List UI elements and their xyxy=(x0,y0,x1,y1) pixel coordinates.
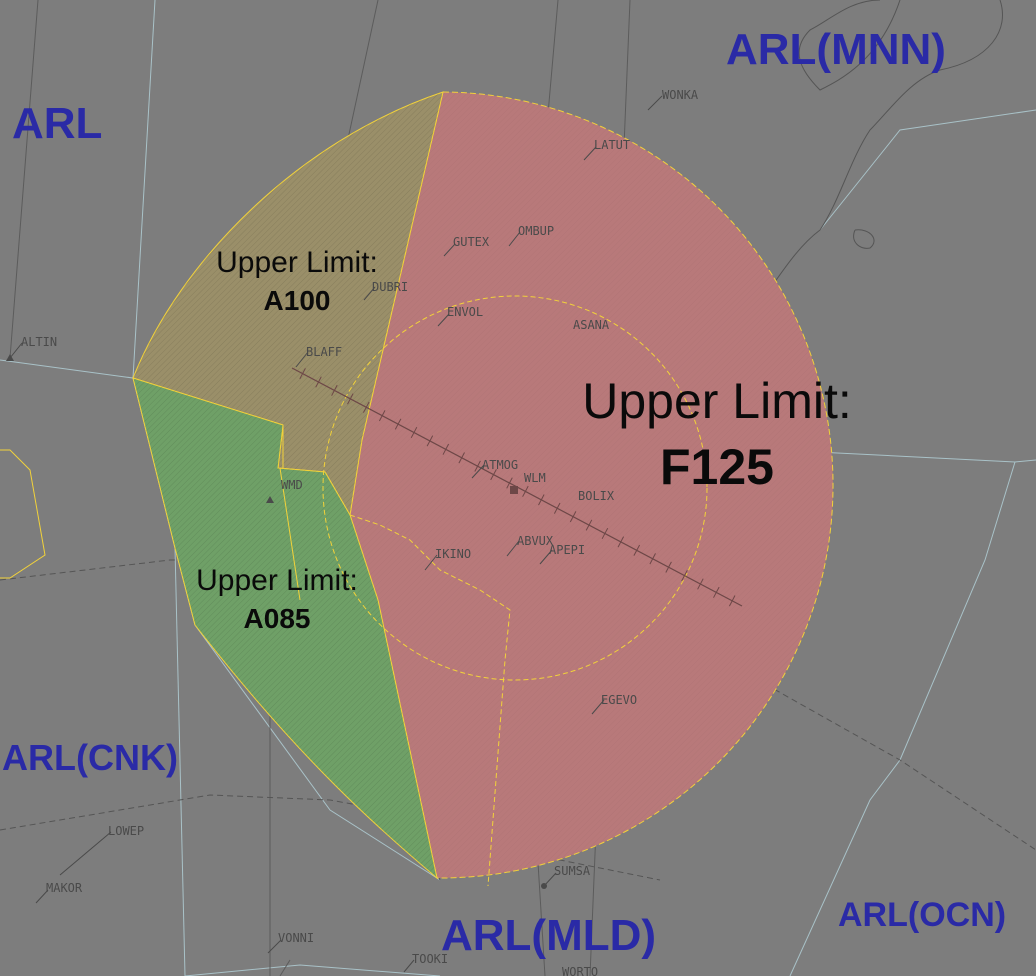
fix-wmd: WMD xyxy=(281,478,303,492)
fix-altin: ALTIN xyxy=(21,335,57,349)
zone-olive-label-line1: Upper Limit: xyxy=(216,246,378,279)
centerline-tick xyxy=(601,527,609,540)
fix-asana: ASANA xyxy=(573,318,610,332)
fix-worto: WORTO xyxy=(562,965,598,976)
centerline-tick xyxy=(458,452,465,464)
centerline-tick xyxy=(490,469,497,481)
airspace-outline-left xyxy=(0,449,46,579)
fix-vonni: VONNI xyxy=(278,931,314,945)
fix-tooki: TOOKI xyxy=(412,952,448,966)
sector-label-arl-ocn: ARL(OCN) xyxy=(838,896,1006,934)
fix-dubri: DUBRI xyxy=(372,280,408,294)
altin-marker xyxy=(6,354,14,361)
inner-boundaries xyxy=(279,425,511,887)
centerline-tick xyxy=(299,368,306,380)
centerline-tick xyxy=(426,435,434,447)
fix-egevo: EGEVO xyxy=(601,693,637,707)
centerline-tick xyxy=(713,586,720,598)
fix-blaff: BLAFF xyxy=(306,345,342,359)
inner-airspace-ring xyxy=(322,295,708,681)
centerline-tick xyxy=(665,561,672,573)
centerline-tick xyxy=(394,418,402,430)
zone-red-label-line2: F125 xyxy=(660,439,774,495)
fix-envol: ENVOL xyxy=(447,305,483,319)
fix-atmog: ATMOG xyxy=(482,458,518,472)
fix-bolix: BOLIX xyxy=(578,489,615,503)
fix-lowep: LOWEP xyxy=(108,824,144,838)
centerline-tick xyxy=(474,460,481,472)
centerline-tick xyxy=(617,536,625,548)
fix-apepi: APEPI xyxy=(549,543,585,557)
zone-olive-label-line2: A100 xyxy=(264,285,331,316)
fix-gutex: GUTEX xyxy=(453,235,490,249)
centerline-tick xyxy=(442,443,450,455)
sector-label-arl-mld: ARL(MLD) xyxy=(441,911,656,960)
centerline-tick xyxy=(378,410,386,422)
centerline-tick xyxy=(331,384,338,396)
airport-symbol xyxy=(510,486,518,494)
sector-label-arl-mnn: ARL(MNN) xyxy=(726,25,946,74)
centerline-tick xyxy=(553,502,561,514)
centerline-tick xyxy=(410,426,418,439)
centerline-tick xyxy=(315,376,322,388)
fix-wonka: WONKA xyxy=(662,88,699,102)
centerline-tick xyxy=(728,595,736,607)
centerline-tick xyxy=(633,544,641,556)
fix-abvux: ABVUX xyxy=(517,534,554,548)
centerline-tick xyxy=(697,578,704,590)
wmd-marker xyxy=(266,496,274,503)
fix-sumsa: SUMSA xyxy=(554,864,591,878)
centerline-tick xyxy=(538,494,545,506)
sumsa-marker xyxy=(541,883,547,889)
fix-makor: MAKOR xyxy=(46,881,83,895)
fix-wlm: WLM xyxy=(524,471,546,485)
centerline-tick xyxy=(522,485,529,497)
centerline-tick xyxy=(506,477,513,489)
centerline-tick xyxy=(649,553,656,565)
centerline-tick xyxy=(569,511,577,523)
centerline-ticks xyxy=(299,368,736,607)
sector-label-arl: ARL xyxy=(12,99,102,148)
fix-latut: LATUT xyxy=(594,138,630,152)
fix-ikino: IKINO xyxy=(435,547,471,561)
sector-label-arl-cnk: ARL(CNK) xyxy=(2,737,178,778)
centerline-tick xyxy=(681,570,688,582)
fix-ombup: OMBUP xyxy=(518,224,554,238)
zone-red-label-line1: Upper Limit: xyxy=(582,373,852,429)
zone-green-label-line2: A085 xyxy=(244,603,311,634)
zone-green-label-line1: Upper Limit: xyxy=(196,564,358,597)
centerline-tick xyxy=(585,519,593,531)
centerline-tick xyxy=(347,393,354,405)
centerline-tick xyxy=(362,401,370,413)
